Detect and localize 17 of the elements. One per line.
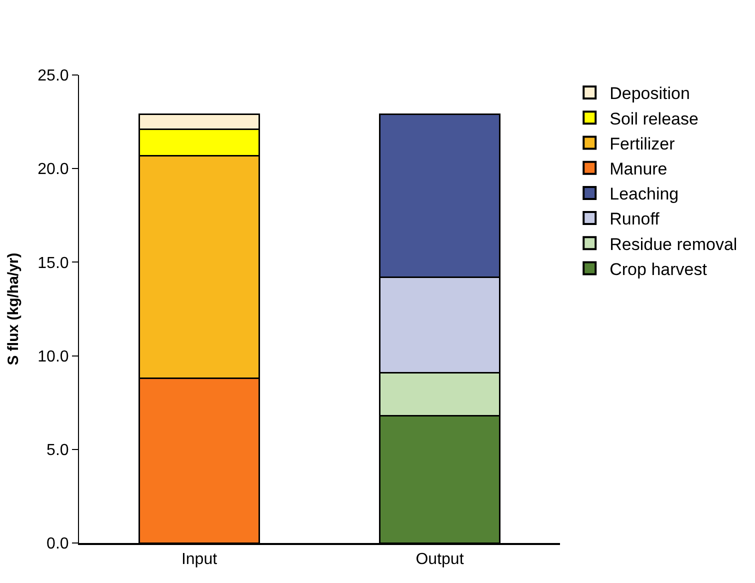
y-axis-title: S flux (kg/ha/yr) — [4, 252, 22, 366]
legend-label: Deposition — [610, 84, 690, 104]
y-tick-label: 10.0 — [38, 348, 69, 366]
y-tick-label: 5.0 — [46, 442, 69, 459]
y-tick-label: 15.0 — [38, 254, 69, 272]
y-tick-label: 20.0 — [38, 161, 69, 178]
legend-label: Manure — [610, 159, 668, 178]
legend-label: Fertilizer — [610, 134, 676, 154]
legend-label: Crop harvest — [610, 260, 708, 279]
x-tick-label: Output — [416, 551, 464, 568]
y-tick-label: 25.0 — [38, 68, 69, 85]
x-tick-label: Input — [181, 551, 218, 568]
legend-label: Soil release — [610, 109, 698, 128]
legend-label: Leaching — [610, 184, 679, 204]
y-tick-label: 0.0 — [46, 536, 69, 553]
legend-label: Runoff — [610, 210, 660, 229]
legend-label: Residue removal — [610, 234, 738, 254]
